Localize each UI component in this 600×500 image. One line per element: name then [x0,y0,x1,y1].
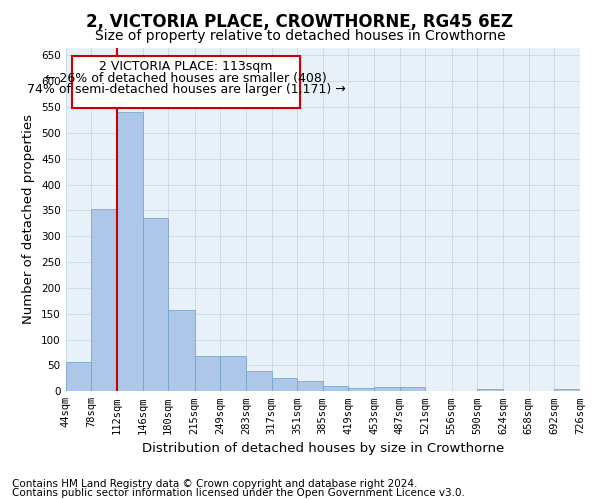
Text: 2 VICTORIA PLACE: 113sqm: 2 VICTORIA PLACE: 113sqm [99,60,272,74]
Bar [323,386,349,392]
Text: Contains HM Land Registry data © Crown copyright and database right 2024.: Contains HM Land Registry data © Crown c… [12,479,418,489]
Bar [168,310,194,392]
Bar [425,391,452,392]
Bar [91,209,117,392]
Bar [272,378,297,392]
Text: 74% of semi-detached houses are larger (1,171) →: 74% of semi-detached houses are larger (… [26,83,345,96]
Bar [65,362,91,392]
Bar [503,391,529,392]
Bar [143,218,168,392]
Y-axis label: Number of detached properties: Number of detached properties [22,114,35,324]
Text: Size of property relative to detached houses in Crowthorne: Size of property relative to detached ho… [95,29,505,43]
Text: 2, VICTORIA PLACE, CROWTHORNE, RG45 6EZ: 2, VICTORIA PLACE, CROWTHORNE, RG45 6EZ [86,12,514,30]
Bar [478,389,503,392]
Bar [452,391,478,392]
Text: ← 26% of detached houses are smaller (408): ← 26% of detached houses are smaller (40… [45,72,327,85]
Bar [374,386,400,392]
Bar [220,356,246,392]
Text: Contains public sector information licensed under the Open Government Licence v3: Contains public sector information licen… [12,488,465,498]
Bar [400,387,425,392]
Bar [117,112,143,392]
Bar [554,388,580,392]
Bar [529,391,554,392]
Bar [194,356,220,392]
Bar [246,370,272,392]
Bar [297,381,323,392]
Bar [349,388,374,392]
X-axis label: Distribution of detached houses by size in Crowthorne: Distribution of detached houses by size … [142,442,504,455]
FancyBboxPatch shape [71,56,300,108]
